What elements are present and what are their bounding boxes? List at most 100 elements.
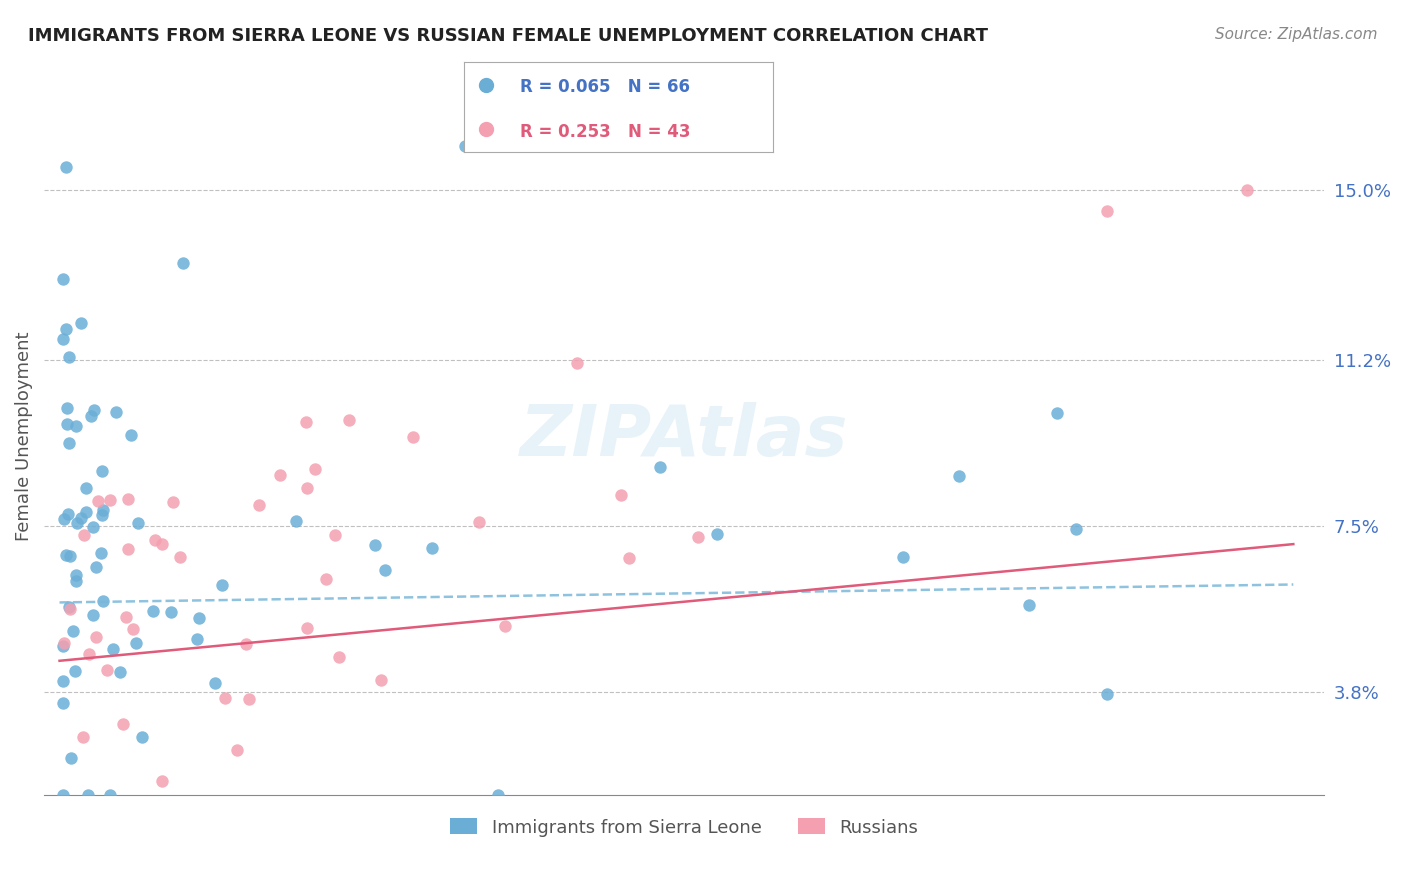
- Point: [77, 647, 100, 661]
- Point: [648, 459, 671, 474]
- Point: [72, 527, 94, 541]
- Point: [62, 624, 84, 639]
- Point: [55, 548, 77, 562]
- Point: [323, 528, 346, 542]
- Point: [125, 635, 148, 649]
- Point: [1046, 406, 1069, 420]
- Point: [75, 481, 97, 495]
- Point: [55, 322, 77, 336]
- Point: [101, 642, 124, 657]
- Point: [249, 498, 271, 512]
- Point: [162, 495, 184, 509]
- Point: [76, 789, 98, 803]
- Point: [84, 559, 107, 574]
- Point: [131, 730, 153, 744]
- Point: [374, 564, 396, 578]
- Point: [84, 630, 107, 644]
- Point: [100, 493, 122, 508]
- Point: [56, 401, 79, 416]
- Point: [204, 676, 226, 690]
- Point: [269, 468, 291, 483]
- Point: [1095, 687, 1118, 701]
- Point: [1064, 522, 1087, 536]
- Point: [364, 538, 387, 552]
- Point: [58, 435, 80, 450]
- Point: [56, 507, 79, 521]
- Point: [91, 594, 114, 608]
- Point: [891, 550, 914, 565]
- Point: [150, 537, 173, 551]
- Point: [110, 665, 132, 679]
- Point: [235, 637, 257, 651]
- Point: [58, 599, 80, 614]
- Point: [706, 527, 728, 541]
- Point: [337, 413, 360, 427]
- Point: [304, 462, 326, 476]
- Point: [297, 481, 319, 495]
- Point: [105, 405, 128, 419]
- Point: [59, 602, 82, 616]
- Point: [284, 514, 307, 528]
- Point: [617, 550, 640, 565]
- Text: ZIPAtlas: ZIPAtlas: [520, 402, 848, 471]
- Point: [96, 664, 118, 678]
- Point: [1236, 183, 1258, 197]
- Point: [120, 428, 142, 442]
- Point: [172, 256, 194, 270]
- Point: [117, 541, 139, 556]
- Point: [730, 115, 752, 129]
- Point: [52, 272, 75, 286]
- Point: [117, 492, 139, 507]
- Point: [52, 332, 75, 346]
- Point: [56, 417, 79, 431]
- Point: [152, 774, 174, 789]
- Point: [295, 415, 318, 429]
- Point: [159, 605, 181, 619]
- Point: [468, 515, 491, 529]
- Point: [59, 751, 82, 765]
- Point: [420, 541, 443, 555]
- Point: [82, 520, 104, 534]
- Y-axis label: Female Unemployment: Female Unemployment: [15, 332, 32, 541]
- Point: [59, 549, 82, 564]
- Point: [315, 573, 337, 587]
- Point: [65, 568, 87, 582]
- Legend: Immigrants from Sierra Leone, Russians: Immigrants from Sierra Leone, Russians: [443, 811, 925, 844]
- Point: [87, 494, 110, 508]
- Point: [53, 512, 76, 526]
- Point: [187, 611, 209, 625]
- Point: [115, 610, 138, 624]
- Point: [70, 511, 93, 525]
- Point: [402, 430, 425, 444]
- Point: [72, 730, 94, 744]
- Point: [453, 139, 475, 153]
- Point: [328, 649, 350, 664]
- Point: [52, 639, 75, 653]
- Point: [169, 549, 191, 564]
- Point: [1095, 203, 1118, 218]
- Point: [211, 578, 233, 592]
- Point: [65, 574, 87, 588]
- Point: [122, 622, 145, 636]
- Point: [65, 418, 87, 433]
- Point: [80, 409, 103, 423]
- Point: [225, 743, 247, 757]
- Point: [58, 350, 80, 364]
- Point: [90, 546, 112, 560]
- Point: [69, 316, 91, 330]
- Point: [494, 618, 516, 632]
- Point: [52, 673, 75, 688]
- Point: [142, 604, 165, 618]
- Point: [52, 636, 75, 650]
- Point: [111, 717, 134, 731]
- Text: R = 0.253   N = 43: R = 0.253 N = 43: [520, 123, 690, 141]
- Point: [567, 356, 589, 370]
- Point: [91, 508, 114, 522]
- Point: [486, 789, 509, 803]
- Text: Source: ZipAtlas.com: Source: ZipAtlas.com: [1215, 27, 1378, 42]
- Point: [686, 530, 709, 544]
- Text: R = 0.065   N = 66: R = 0.065 N = 66: [520, 78, 690, 96]
- Point: [610, 488, 633, 502]
- Point: [186, 632, 208, 647]
- Point: [52, 789, 75, 803]
